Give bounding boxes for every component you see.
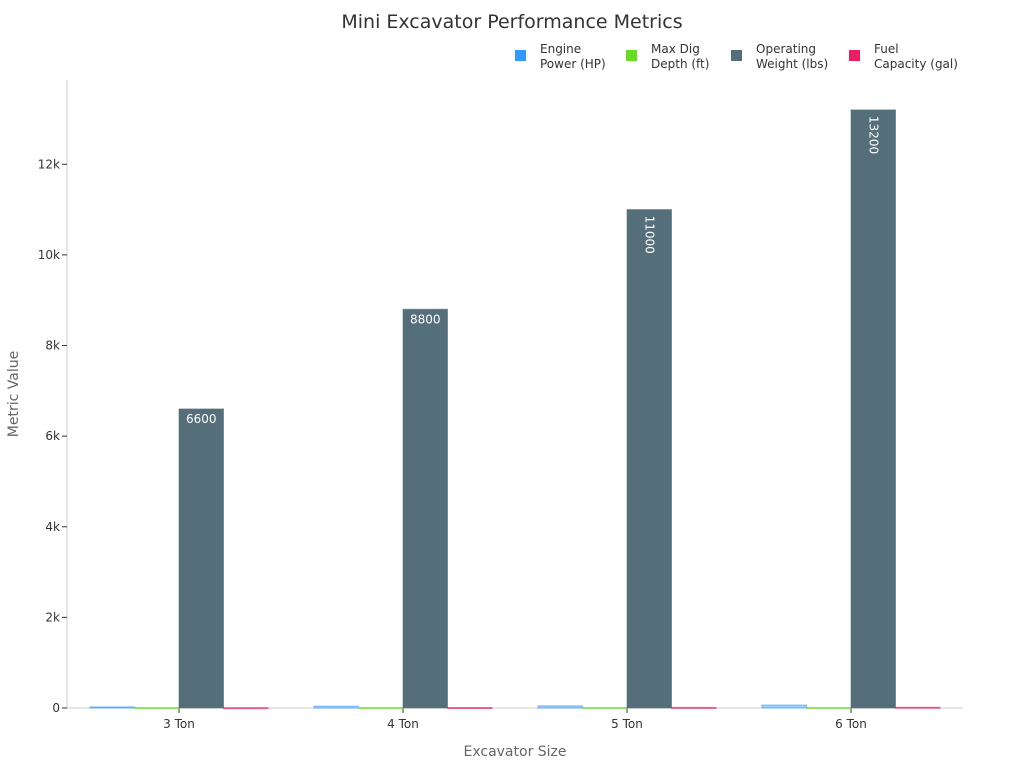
bar-engine-power-hp-: [313, 705, 359, 709]
y-tick-label: 10k: [38, 248, 60, 262]
y-tick-label: 2k: [45, 610, 60, 624]
legend-label-line: Capacity (gal): [874, 57, 958, 71]
legend-swatch: [626, 50, 637, 61]
legend-item[interactable]: Fuel Capacity (gal): [849, 42, 958, 72]
legend-item[interactable]: Operating Weight (lbs): [731, 42, 828, 72]
bar-fuel-capacity-gal-: [223, 707, 269, 710]
y-tick-label: 12k: [38, 157, 60, 171]
x-tick-label: 4 Ton: [387, 717, 419, 731]
legend-label: Max Dig Depth (ft): [651, 42, 709, 72]
legend-label-line: Max Dig: [651, 42, 700, 56]
legend-item[interactable]: Engine Power (HP): [515, 42, 606, 72]
legend-label: Fuel Capacity (gal): [874, 42, 958, 72]
bar-operating-weight-lbs-: [402, 308, 448, 709]
bar-fuel-capacity-gal-: [671, 706, 717, 709]
legend-label: Operating Weight (lbs): [756, 42, 828, 72]
legend-swatch: [849, 50, 860, 61]
legend-label: Engine Power (HP): [540, 42, 606, 72]
data-label: 8800: [410, 312, 441, 326]
x-axis-title: Excavator Size: [463, 744, 566, 760]
bar-fuel-capacity-gal-: [447, 707, 493, 710]
y-tick-label: 0: [52, 701, 60, 715]
data-label: 6600: [186, 412, 217, 426]
bar-max-dig-depth-ft-: [582, 707, 628, 710]
legend-label-line: Weight (lbs): [756, 57, 829, 71]
x-tick-label: 3 Ton: [163, 717, 195, 731]
data-label: 13200: [866, 116, 880, 154]
y-tick-label: 4k: [45, 520, 60, 534]
bar-max-dig-depth-ft-: [358, 707, 404, 710]
bar-engine-power-hp-: [537, 705, 583, 709]
y-axis-title: Metric Value: [6, 351, 22, 437]
bar-fuel-capacity-gal-: [895, 706, 941, 709]
data-label: 11000: [642, 216, 656, 254]
bar-engine-power-hp-: [761, 704, 807, 709]
bar-engine-power-hp-: [89, 706, 135, 709]
bar-operating-weight-lbs-: [626, 209, 672, 709]
legend-label-line: Power (HP): [540, 57, 606, 71]
legend-label-line: Engine: [540, 42, 582, 56]
legend-item[interactable]: Max Dig Depth (ft): [626, 42, 709, 72]
legend-label-line: Fuel: [874, 42, 899, 56]
legend-swatch: [515, 50, 526, 61]
bar-max-dig-depth-ft-: [806, 706, 852, 709]
bar-operating-weight-lbs-: [850, 109, 896, 709]
x-tick-label: 5 Ton: [611, 717, 643, 731]
legend-label-line: Depth (ft): [651, 57, 710, 71]
legend-swatch: [731, 50, 742, 61]
y-tick-label: 8k: [45, 339, 60, 353]
y-tick-label: 6k: [45, 429, 60, 443]
legend-label-line: Operating: [756, 42, 816, 56]
bar-max-dig-depth-ft-: [134, 707, 180, 710]
x-tick-label: 6 Ton: [835, 717, 867, 731]
bar-operating-weight-lbs-: [178, 408, 224, 709]
chart-title: Mini Excavator Performance Metrics: [341, 11, 683, 33]
